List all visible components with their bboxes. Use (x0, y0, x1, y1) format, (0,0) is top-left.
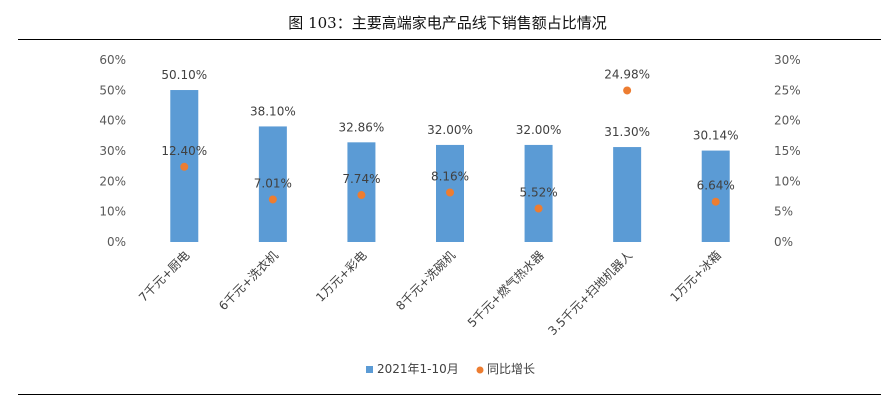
growth-data-label: 5.52% (520, 186, 558, 200)
left-axis-tick-label: 30% (99, 144, 126, 158)
bar (524, 144, 553, 242)
right-axis-tick-label: 20% (774, 114, 801, 128)
legend-swatch-growth (476, 366, 484, 374)
growth-data-label: 24.98% (604, 67, 650, 81)
right-axis-tick-label: 30% (774, 53, 801, 67)
bar (258, 126, 287, 242)
growth-data-label: 7.74% (342, 172, 380, 186)
category-tick-label: 7千元+厨电 (136, 248, 192, 304)
growth-point (180, 162, 189, 171)
growth-data-label: 8.16% (431, 169, 469, 183)
right-axis-tick-label: 25% (774, 83, 801, 97)
bar-data-label: 30.14% (693, 129, 739, 143)
growth-point (357, 191, 366, 200)
growth-point (534, 204, 543, 213)
left-axis-tick-label: 10% (99, 205, 126, 219)
growth-data-label: 6.64% (697, 179, 735, 193)
left-axis-tick-label: 50% (99, 83, 126, 97)
right-axis-tick-label: 5% (774, 205, 793, 219)
right-axis-tick-label: 0% (774, 235, 793, 249)
category-tick-label: 6千元+洗衣机 (215, 248, 281, 314)
left-axis-tick-label: 20% (99, 174, 126, 188)
bar (701, 150, 730, 242)
bar-data-label: 32.00% (427, 123, 473, 137)
growth-point (711, 197, 720, 206)
bar-data-label: 32.86% (339, 120, 385, 134)
category-tick-label: 1万元+彩电 (313, 248, 369, 304)
right-axis-tick-label: 10% (774, 174, 801, 188)
category-tick-label: 5千元+燃气热水器 (464, 248, 547, 331)
growth-point (446, 188, 454, 197)
bar (613, 147, 642, 242)
title-rule (18, 39, 881, 40)
legend-swatch-sales (366, 366, 373, 373)
left-axis-tick-label: 0% (107, 235, 126, 249)
category-tick-label: 3.5千元+扫地机器人 (545, 248, 635, 338)
bar-data-label: 50.10% (161, 68, 207, 82)
bar-data-label: 38.10% (250, 104, 296, 118)
legend-label-sales: 2021年1-10月 (377, 362, 459, 376)
left-axis-tick-label: 40% (99, 114, 126, 128)
legend-label-growth: 同比增长 (487, 362, 535, 376)
bar-data-label: 32.00% (516, 123, 562, 137)
bar-data-label: 31.30% (604, 125, 650, 139)
category-tick-label: 8千元+洗碗机 (393, 248, 459, 314)
left-axis-tick-label: 60% (99, 53, 126, 67)
growth-data-label: 12.40% (161, 144, 207, 158)
category-tick-label: 1万元+冰箱 (667, 248, 724, 305)
growth-data-label: 7.01% (254, 176, 292, 190)
footer-rule (18, 394, 881, 395)
right-axis-tick-label: 15% (774, 144, 801, 158)
growth-point (623, 86, 632, 95)
growth-point (268, 195, 277, 204)
chart-title: 图 103：主要高端家电产品线下销售额占比情况 (288, 14, 607, 32)
